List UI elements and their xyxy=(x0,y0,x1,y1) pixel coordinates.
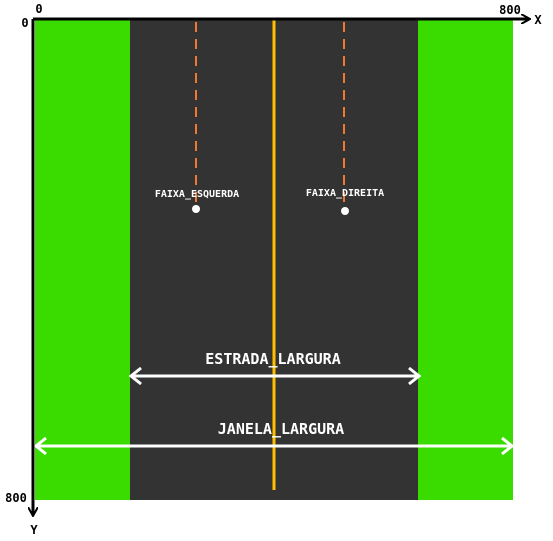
road-width-arrowhead-left xyxy=(128,366,142,386)
window-width-label: JANELA_LARGURA xyxy=(218,420,344,438)
window-width-arrowhead-right xyxy=(501,436,515,456)
y-origin-label: 0 xyxy=(21,16,28,30)
left-lane-point xyxy=(192,205,200,213)
y-axis-name: Y xyxy=(30,523,38,537)
right-lane-label: FAIXA_DIREITA xyxy=(306,188,384,199)
y-max-label: 800 xyxy=(5,491,27,505)
road-width-label: ESTRADA_LARGURA xyxy=(205,350,340,368)
x-max-label: 800 xyxy=(499,3,521,17)
right-lane-point xyxy=(341,207,349,215)
left-lane-label: FAIXA_ESQUERDA xyxy=(155,189,239,200)
road-width-arrowhead-right xyxy=(408,366,422,386)
x-axis-name: X xyxy=(534,13,542,27)
x-origin-label: 0 xyxy=(35,2,42,16)
window-width-arrowhead-left xyxy=(33,436,47,456)
